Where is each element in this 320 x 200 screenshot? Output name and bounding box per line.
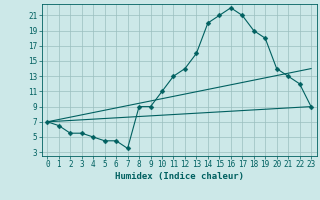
X-axis label: Humidex (Indice chaleur): Humidex (Indice chaleur) — [115, 172, 244, 181]
